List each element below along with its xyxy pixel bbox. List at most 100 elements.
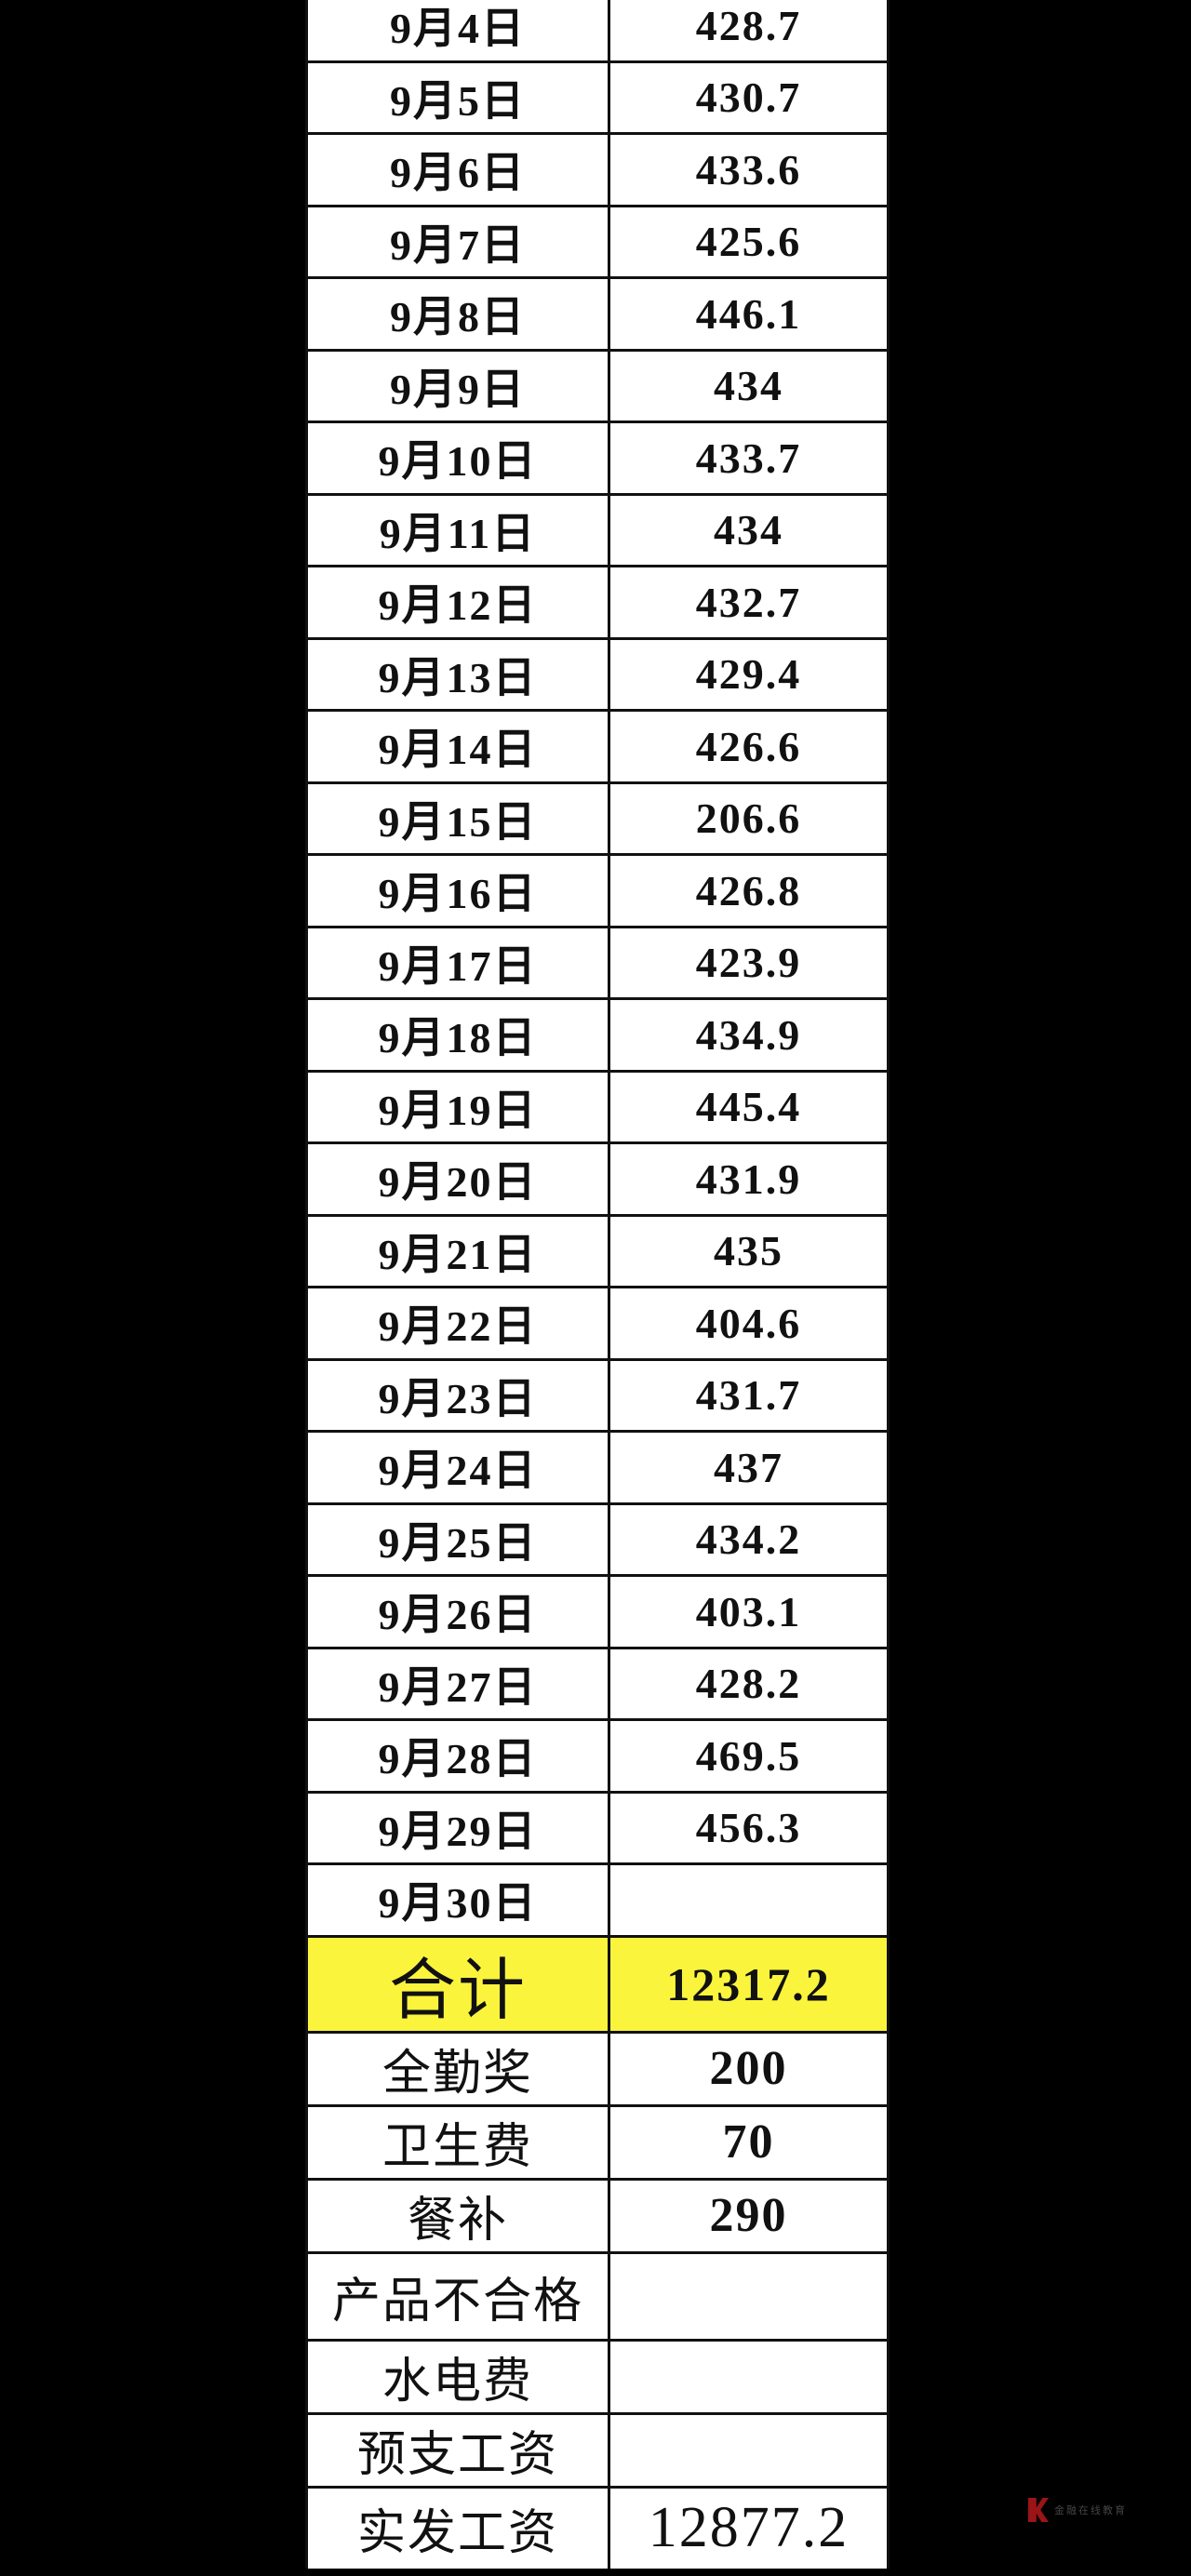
watermark-logo-icon (1028, 2498, 1049, 2522)
date-cell: 9月16日 (308, 856, 610, 926)
date-cell: 9月11日 (308, 495, 610, 565)
day-row: 9月12日 432.7 (308, 567, 887, 640)
amount-cell: 437 (714, 1443, 783, 1491)
day-row: 9月18日 434.9 (308, 1000, 887, 1073)
date-cell: 9月7日 (308, 207, 610, 276)
item-value: 290 (709, 2189, 788, 2242)
total-value: 12317.2 (666, 1957, 831, 2010)
day-row: 9月9日 434 (308, 351, 887, 423)
day-row: 9月15日 206.6 (308, 783, 887, 856)
final-pay-value: 12877.2 (648, 2496, 850, 2559)
day-row: 9月23日 431.7 (308, 1360, 887, 1433)
amount-cell: 433.7 (695, 434, 802, 482)
day-row: 9月19日 445.4 (308, 1072, 887, 1144)
item-label: 产品不合格 (308, 2253, 610, 2339)
item-row-meal-allowance: 餐补 290 (308, 2180, 887, 2254)
amount-cell: 445.4 (695, 1083, 802, 1131)
date-cell: 9月17日 (308, 928, 610, 997)
item-value (610, 2415, 887, 2486)
amount-cell: 426.6 (695, 722, 802, 770)
date-cell: 9月5日 (308, 62, 610, 132)
date-cell: 9月22日 (308, 1288, 610, 1358)
day-row: 9月11日 434 (308, 495, 887, 567)
final-pay-label: 实发工资 (308, 2488, 610, 2569)
amount-cell: 434 (714, 362, 783, 410)
day-row: 9月20日 431.9 (308, 1144, 887, 1217)
salary-sheet: 9月4日 428.7 9月5日 430.7 9月6日 433.6 9月7日 425.6 9月8日… (305, 0, 890, 2569)
amount-cell: 426.8 (695, 866, 802, 914)
day-row: 9月8日 446.1 (308, 279, 887, 352)
day-row: 9月17日 423.9 (308, 928, 887, 1000)
amount-cell: 434 (714, 506, 783, 554)
watermark: 金融在线教育 (1028, 2498, 1127, 2522)
amount-cell: 428.2 (695, 1660, 802, 1708)
amount-cell: 423.9 (695, 939, 802, 987)
total-row: 合计 12317.2 (308, 1937, 887, 2034)
date-cell: 9月30日 (308, 1865, 610, 1935)
date-cell: 9月18日 (308, 1000, 610, 1070)
amount-cell: 431.7 (695, 1371, 802, 1420)
date-cell: 9月24日 (308, 1433, 610, 1502)
day-row: 9月13日 429.4 (308, 639, 887, 712)
date-cell: 9月25日 (308, 1504, 610, 1574)
item-row-defective-product: 产品不合格 (308, 2253, 887, 2342)
day-row: 9月25日 434.2 (308, 1504, 887, 1577)
date-cell: 9月19日 (308, 1072, 610, 1141)
watermark-text: 金融在线教育 (1054, 2504, 1127, 2516)
date-cell: 9月28日 (308, 1721, 610, 1791)
amount-cell: 456.3 (695, 1804, 802, 1852)
date-cell: 9月10日 (308, 423, 610, 493)
amount-cell: 403.1 (695, 1587, 802, 1635)
amount-cell: 446.1 (695, 289, 802, 338)
amount-cell: 434.9 (695, 1010, 802, 1059)
amount-cell: 432.7 (695, 578, 802, 626)
final-pay-row: 实发工资 12877.2 (308, 2488, 887, 2569)
day-row: 9月30日 (308, 1865, 887, 1938)
date-cell: 9月26日 (308, 1577, 610, 1647)
item-row-hygiene-fee: 卫生费 70 (308, 2106, 887, 2181)
amount-cell: 434.2 (695, 1515, 802, 1564)
day-row: 9月16日 426.8 (308, 856, 887, 928)
day-row: 9月5日 430.7 (308, 62, 887, 135)
item-row-utilities: 水电费 (308, 2341, 887, 2415)
amount-cell: 428.7 (695, 1, 802, 49)
date-cell: 9月9日 (308, 351, 610, 420)
day-row: 9月10日 433.7 (308, 423, 887, 496)
date-cell: 9月6日 (308, 135, 610, 205)
day-row: 9月6日 433.6 (308, 135, 887, 207)
date-cell: 9月15日 (308, 783, 610, 853)
item-label: 水电费 (308, 2341, 610, 2412)
date-cell: 9月4日 (308, 0, 610, 60)
amount-cell (610, 1865, 887, 1935)
date-cell: 9月23日 (308, 1360, 610, 1430)
day-row: 9月4日 428.7 (308, 0, 887, 63)
item-row-advance-pay: 预支工资 (308, 2414, 887, 2489)
date-cell: 9月20日 (308, 1144, 610, 1214)
day-row: 9月28日 469.5 (308, 1721, 887, 1794)
date-cell: 9月8日 (308, 279, 610, 349)
item-value: 200 (709, 2042, 788, 2095)
item-label: 预支工资 (308, 2414, 610, 2486)
amount-cell: 433.6 (695, 145, 802, 194)
date-cell: 9月13日 (308, 639, 610, 709)
total-label: 合计 (308, 1937, 610, 2031)
day-row: 9月14日 426.6 (308, 712, 887, 784)
date-cell: 9月14日 (308, 712, 610, 781)
day-row: 9月29日 456.3 (308, 1793, 887, 1865)
amount-cell: 206.6 (695, 794, 802, 843)
item-label: 卫生费 (308, 2106, 610, 2178)
item-value (610, 2254, 887, 2339)
amount-cell: 469.5 (695, 1731, 802, 1780)
amount-cell: 404.6 (695, 1299, 802, 1347)
day-row: 9月7日 425.6 (308, 207, 887, 279)
day-row: 9月21日 435 (308, 1216, 887, 1288)
day-row: 9月27日 428.2 (308, 1648, 887, 1721)
daily-rows: 9月4日 428.7 9月5日 430.7 9月6日 433.6 9月7日 425.6 9月8日… (308, 0, 887, 1938)
day-row: 9月26日 403.1 (308, 1577, 887, 1649)
date-cell: 9月12日 (308, 567, 610, 637)
date-cell: 9月27日 (308, 1648, 610, 1718)
amount-cell: 431.9 (695, 1155, 802, 1203)
amount-cell: 429.4 (695, 650, 802, 699)
date-cell: 9月29日 (308, 1793, 610, 1862)
amount-cell: 430.7 (695, 73, 802, 122)
